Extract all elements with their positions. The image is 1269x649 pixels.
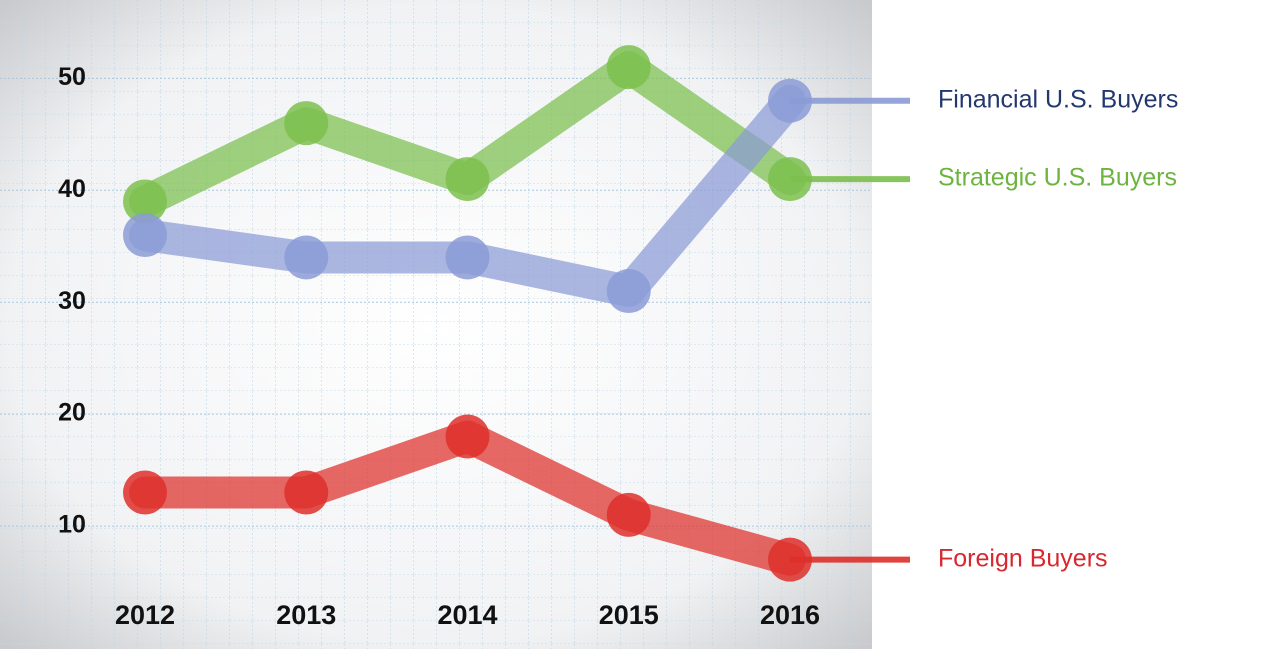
y-tick-label: 20 (58, 399, 86, 427)
x-tick-label: 2016 (760, 600, 820, 630)
data-point (606, 269, 651, 314)
data-point (123, 179, 167, 224)
data-point (445, 157, 490, 202)
x-tick-label: 2014 (437, 600, 497, 630)
data-point (606, 492, 651, 537)
x-tick-label: 2012 (115, 600, 175, 630)
data-point (445, 235, 490, 280)
y-tick-label: 10 (58, 511, 86, 539)
x-tick-label: 2015 (599, 600, 659, 630)
x-tick-label: 2013 (276, 600, 336, 630)
data-point (123, 470, 167, 515)
data-point (123, 213, 167, 258)
data-point (768, 78, 812, 123)
y-tick-label: 40 (58, 175, 86, 203)
data-point (284, 235, 329, 280)
data-point (284, 470, 329, 515)
legend-label: Foreign Buyers (938, 544, 1108, 572)
y-tick-label: 30 (58, 287, 86, 315)
data-point (768, 157, 812, 202)
data-point (768, 537, 812, 582)
legend-label: Strategic U.S. Buyers (938, 164, 1177, 192)
data-point (606, 45, 651, 90)
data-point (445, 414, 490, 459)
y-tick-label: 50 (58, 63, 86, 91)
legend-label: Financial U.S. Buyers (938, 85, 1178, 113)
data-point (284, 101, 329, 146)
